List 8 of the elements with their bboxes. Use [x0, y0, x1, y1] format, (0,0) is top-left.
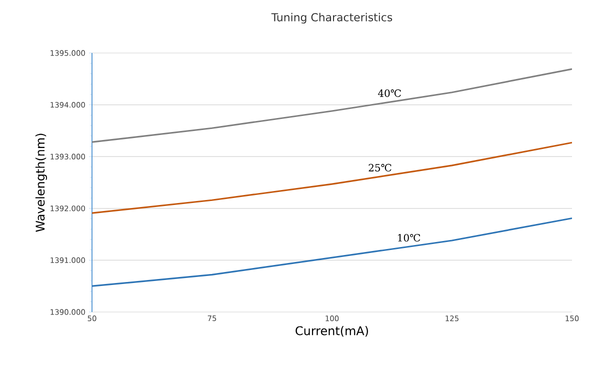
chart-title: Tuning Characteristics	[271, 12, 392, 24]
x-axis-title: Current(mA)	[296, 326, 368, 337]
series-label: 25℃	[368, 164, 392, 172]
series-label: 10℃	[398, 234, 420, 242]
line-series	[92, 142, 572, 214]
y-axis-title: Wavelength(nm)	[35, 134, 47, 232]
series-label: 40℃	[378, 89, 401, 97]
line-series	[92, 68, 572, 143]
